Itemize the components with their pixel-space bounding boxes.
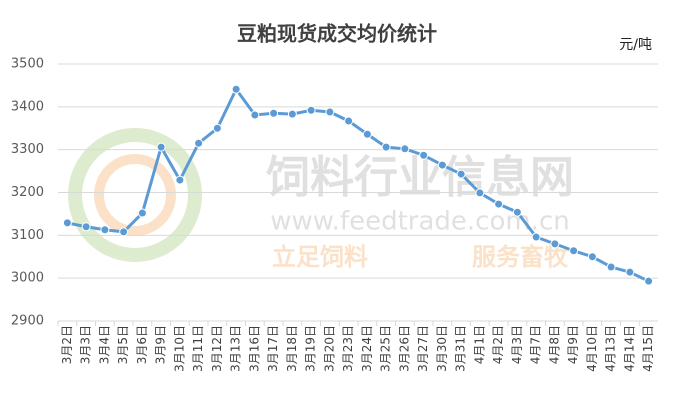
- data-point: [437, 160, 447, 170]
- x-tick-label: 4月3日: [510, 325, 524, 364]
- x-tick-label: 3月6日: [135, 325, 149, 364]
- x-tick-label: 4月7日: [529, 325, 543, 364]
- x-tick-label: 3月11日: [191, 325, 205, 372]
- data-point: [550, 239, 560, 249]
- x-tick-label: 3月16日: [247, 325, 261, 372]
- data-point: [587, 252, 597, 262]
- data-point: [400, 144, 410, 154]
- x-tick-label: 3月12日: [210, 325, 224, 372]
- y-tick-label: 3100: [11, 228, 44, 243]
- data-point: [456, 169, 466, 179]
- data-point: [512, 207, 522, 217]
- data-point: [100, 225, 110, 235]
- data-point: [175, 175, 185, 185]
- y-tick-label: 2900: [11, 314, 44, 329]
- watermark-text: 立足饲料: [272, 243, 368, 271]
- x-tick-label: 3月4日: [97, 325, 111, 364]
- data-point: [381, 142, 391, 152]
- data-point: [250, 110, 260, 120]
- data-point: [419, 150, 429, 160]
- data-point: [119, 227, 129, 237]
- data-point: [81, 222, 91, 232]
- data-point: [531, 232, 541, 242]
- x-tick-label: 3月23日: [341, 325, 355, 372]
- y-tick-label: 3300: [11, 142, 44, 157]
- y-tick-label: 3500: [11, 57, 44, 72]
- chart-title: 豆粕现货成交均价统计: [237, 22, 437, 46]
- data-point: [62, 218, 72, 228]
- data-point: [475, 188, 485, 198]
- x-tick-label: 4月2日: [491, 325, 505, 364]
- x-tick-label: 4月15日: [641, 325, 655, 372]
- data-point: [287, 109, 297, 119]
- x-tick-label: 3月10日: [172, 325, 186, 372]
- data-point: [344, 116, 354, 126]
- x-tick-label: 3月19日: [304, 325, 318, 372]
- x-tick-label: 4月8日: [547, 325, 561, 364]
- x-tick-label: 4月1日: [472, 325, 486, 364]
- x-tick-label: 3月18日: [285, 325, 299, 372]
- x-tick-label: 3月31日: [454, 325, 468, 372]
- data-point: [325, 107, 335, 117]
- watermark-logo: [94, 154, 176, 236]
- x-tick-label: 3月2日: [60, 325, 74, 364]
- x-tick-label: 4月13日: [604, 325, 618, 372]
- x-tick-label: 3月20日: [322, 325, 336, 372]
- x-tick-label: 4月9日: [566, 325, 580, 364]
- x-tick-label: 4月14日: [622, 325, 636, 372]
- x-tick-label: 4月10日: [585, 325, 599, 372]
- data-point: [231, 84, 241, 94]
- x-tick-label: 3月27日: [416, 325, 430, 372]
- unit-label: 元/吨: [619, 37, 652, 53]
- x-tick-label: 3月9日: [154, 325, 168, 364]
- data-point: [194, 138, 204, 148]
- x-tick-label: 3月13日: [229, 325, 243, 372]
- watermark-logo: [68, 128, 202, 262]
- y-tick-label: 3400: [11, 99, 44, 114]
- data-point: [644, 276, 654, 286]
- watermark-text: 饲料行业信息网: [266, 152, 574, 203]
- data-point: [625, 267, 635, 277]
- data-point: [269, 108, 279, 118]
- x-tick-label: 3月25日: [379, 325, 393, 372]
- data-point: [212, 123, 222, 133]
- data-point: [606, 262, 616, 272]
- x-tick-label: 3月3日: [79, 325, 93, 364]
- x-tick-label: 3月30日: [435, 325, 449, 372]
- x-tick-label: 3月24日: [360, 325, 374, 372]
- x-tick-label: 3月5日: [116, 325, 130, 364]
- data-point: [569, 246, 579, 256]
- data-point: [137, 208, 147, 218]
- y-tick-label: 3200: [11, 185, 44, 200]
- x-tick-label: 3月17日: [266, 325, 280, 372]
- data-point: [306, 105, 316, 115]
- y-tick-label: 3000: [11, 271, 44, 286]
- data-point: [156, 142, 166, 152]
- data-point: [494, 199, 504, 209]
- data-point: [362, 129, 372, 139]
- x-tick-label: 3月26日: [397, 325, 411, 372]
